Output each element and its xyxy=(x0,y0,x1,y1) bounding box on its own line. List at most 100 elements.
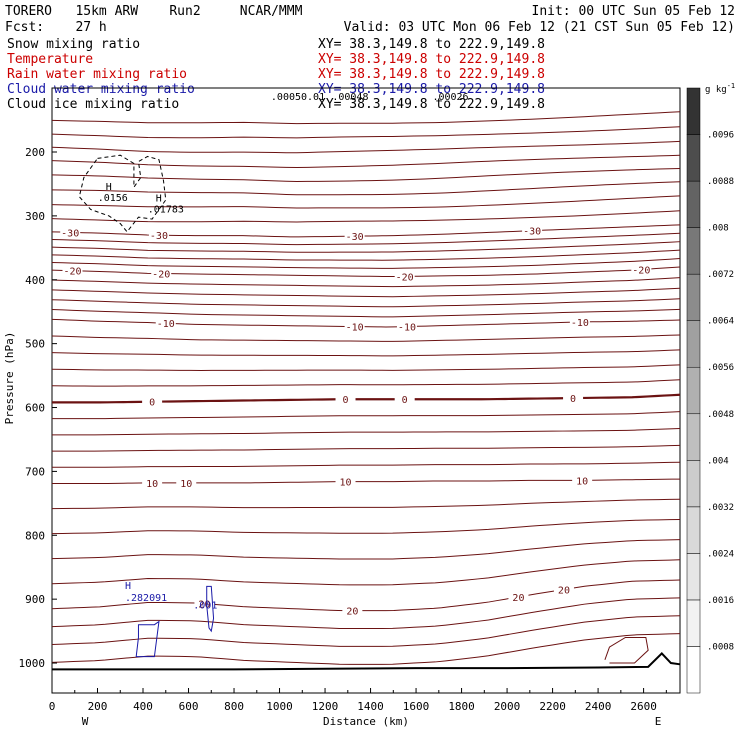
cloud-water-contours: H.282091 .001 xyxy=(125,581,217,658)
isotherm-label: -10 xyxy=(571,318,589,329)
y-tick-label: 800 xyxy=(25,529,45,542)
snow-max-marker: H xyxy=(156,193,162,204)
isotherm-label: 0 xyxy=(570,394,576,405)
isotherm-line xyxy=(51,364,681,371)
cloud-water-value: .001 xyxy=(193,601,217,612)
isotherm-label-bg xyxy=(60,226,81,238)
isotherm-line xyxy=(51,154,681,169)
field-list: Snow mixing ratio XY= 38.3,149.8 to 222.9… xyxy=(7,37,545,112)
y-tick-label: 1000 xyxy=(19,657,46,670)
isotherm-label-bg xyxy=(342,604,363,616)
colorbar-swatch xyxy=(686,180,701,228)
isotherm-label: -30 xyxy=(61,228,79,239)
isotherm-label-bg xyxy=(142,395,163,407)
isotherm-label: 10 xyxy=(339,478,351,489)
overlay-label: .00050.01 xyxy=(271,92,325,103)
colorbar-swatch xyxy=(686,553,701,601)
field-name: Snow mixing ratio xyxy=(7,37,140,52)
y-tick-label: 300 xyxy=(25,210,45,223)
isotherm-line xyxy=(51,232,681,246)
isotherm-line xyxy=(52,411,681,420)
isotherm--10: -10 -10 -10 -10 xyxy=(51,316,681,334)
snow-max-value: .01783 xyxy=(148,204,184,215)
isotherm-label-bg xyxy=(344,230,365,242)
isotherm-line xyxy=(51,167,681,183)
isotherm-label-bg xyxy=(563,392,584,404)
colorbar-label: .0088 xyxy=(707,177,734,187)
isotherm-line xyxy=(51,379,681,387)
isotherm-label: 10 xyxy=(146,479,158,490)
field-name: Cloud ice mixing ratio xyxy=(7,97,179,112)
isotherm-label-bg xyxy=(194,597,215,609)
colorbar-swatch xyxy=(686,320,701,368)
isotherm-line xyxy=(604,636,649,664)
isotherm-label-bg xyxy=(394,270,415,282)
y-tick-label: 200 xyxy=(25,146,45,159)
isotherm-line xyxy=(51,579,681,612)
isotherm--20: -20 -20 -20 -20 xyxy=(51,263,681,283)
y-tick-label: 900 xyxy=(25,593,45,606)
colorbar-label: .0064 xyxy=(707,317,734,327)
x-tick-label: 1600 xyxy=(403,700,430,713)
isotherm-line xyxy=(51,498,681,510)
field-xy: XY= 38.3,149.8 to 222.9,149.8 xyxy=(318,52,545,67)
colorbar-swatch xyxy=(686,646,701,694)
isotherm-label: -30 xyxy=(150,231,168,242)
isotherm-label: 0 xyxy=(149,398,155,409)
x-tick-label: 1200 xyxy=(312,700,339,713)
colorbar-swatch xyxy=(686,599,701,647)
colorbar-label: .008 xyxy=(707,224,729,234)
isotherm-line xyxy=(51,308,681,318)
isotherm-line xyxy=(51,258,681,269)
isotherm-0: 0 0 0 0 xyxy=(52,392,681,409)
isotherm-label-bg xyxy=(148,229,169,241)
colorbar-swatch xyxy=(686,506,701,554)
axes: Distance (km) Pressure (hPa) W E 0 200 400… xyxy=(3,146,667,728)
colorbar-label: .0024 xyxy=(707,549,734,559)
isotherm-line xyxy=(51,181,681,196)
isotherm-label: -30 xyxy=(523,227,541,238)
colorbar-label: .004 xyxy=(707,456,729,466)
isotherm-line xyxy=(51,539,681,560)
isotherm-line xyxy=(51,633,681,665)
isotherm-label-bg xyxy=(62,264,83,276)
field-xy: XY= 38.3,149.8 to 222.9,149.8 xyxy=(318,37,545,52)
isotherm-label: -30 xyxy=(346,232,364,243)
overlay-labels: .00050.01 .00048 .00026 xyxy=(271,92,469,103)
isotherm-label-bg xyxy=(151,267,172,279)
colorbar-swatch xyxy=(686,227,701,275)
isotherm-label-bg xyxy=(142,476,163,488)
isotherm-label-bg xyxy=(569,316,590,328)
field-xy: XY= 38.3,149.8 to 222.9,149.8 xyxy=(318,67,545,82)
header-init: Init: 00 UTC Sun 05 Feb 12 xyxy=(532,4,736,19)
terrain-line xyxy=(52,652,681,671)
isotherm-line xyxy=(52,461,681,468)
isotherm-label: 20 xyxy=(558,585,570,596)
x-tick-label: 600 xyxy=(179,700,199,713)
field-name: Temperature xyxy=(7,52,93,67)
isotherm-line xyxy=(51,224,681,238)
isotherm-line xyxy=(51,298,681,308)
x-tick-label: 2000 xyxy=(494,700,521,713)
isotherm-line xyxy=(51,559,681,586)
colorbar: g kg-1 .0008 .0016 .0024 .0032 .004 .0048 .005… xyxy=(686,82,735,694)
x-tick-label: 1000 xyxy=(266,700,293,713)
x-tick-label: 1400 xyxy=(357,700,384,713)
plot-area: -30 -30 -30 -30-20 -20 -20-20-10 -10 -10 -100 0 0 0… xyxy=(51,87,681,694)
isotherm-label: -20 xyxy=(396,272,414,283)
x-tick-label: 2400 xyxy=(585,700,612,713)
isotherm-label: -10 xyxy=(398,323,416,334)
isotherm-line xyxy=(51,210,681,223)
isotherm-line xyxy=(51,518,681,535)
x-tick-label: 800 xyxy=(224,700,244,713)
isotherm-label-bg xyxy=(508,590,529,602)
isotherm-label-bg xyxy=(396,320,417,332)
isotherm-label: -10 xyxy=(346,323,364,334)
isotherm-label: -20 xyxy=(63,267,81,278)
isotherm-line xyxy=(52,444,681,452)
snow-contours: H.0156 H.01783 xyxy=(78,154,184,233)
y-axis-title: Pressure (hPa) xyxy=(3,332,16,425)
field-xy: XY= 38.3,149.8 to 222.9,149.8 xyxy=(318,82,545,97)
y-tick-label: 700 xyxy=(25,465,45,478)
